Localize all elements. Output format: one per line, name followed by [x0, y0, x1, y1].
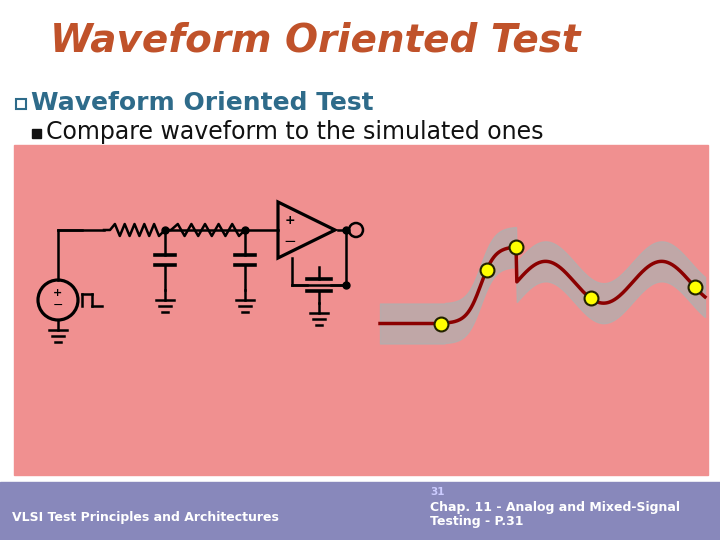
Text: −: −: [284, 234, 297, 249]
Text: Testing - P.31: Testing - P.31: [430, 516, 523, 529]
Text: Waveform Oriented Test: Waveform Oriented Test: [50, 21, 580, 59]
Text: −: −: [53, 299, 63, 312]
Text: Compare waveform to the simulated ones: Compare waveform to the simulated ones: [46, 120, 544, 144]
Text: Chap. 11 - Analog and Mixed-Signal: Chap. 11 - Analog and Mixed-Signal: [430, 502, 680, 515]
Bar: [32, 129, 41, 138]
Bar: [16, 99, 26, 109]
Bar: [14, 145, 708, 475]
Text: Waveform Oriented Test: Waveform Oriented Test: [31, 91, 374, 115]
Bar: [0, 482, 720, 540]
Text: +: +: [53, 288, 63, 298]
Polygon shape: [278, 202, 335, 258]
Circle shape: [349, 223, 363, 237]
Text: VLSI Test Principles and Architectures: VLSI Test Principles and Architectures: [12, 511, 279, 524]
Text: +: +: [284, 213, 295, 226]
Text: 31: 31: [430, 487, 444, 497]
Circle shape: [38, 280, 78, 320]
